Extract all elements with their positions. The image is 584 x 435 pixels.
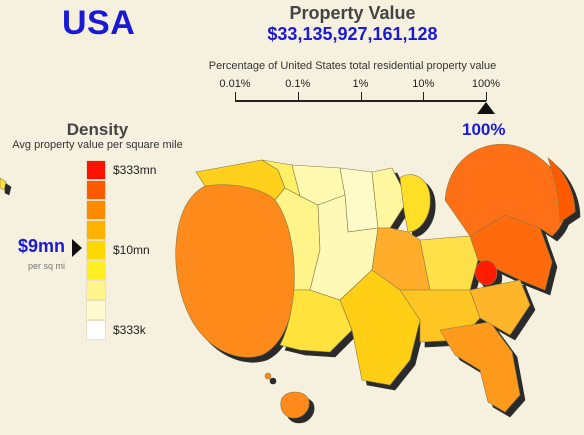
map-region-alaska xyxy=(0,177,7,191)
density-swatch xyxy=(86,180,106,200)
map-region-hawaii-islet xyxy=(264,372,272,380)
density-swatch xyxy=(86,160,106,180)
map-region-hawaii xyxy=(280,391,310,419)
region-title: USA xyxy=(62,4,136,42)
density-label-bottom: $333k xyxy=(113,323,146,337)
percentage-tick-label: 0.1% xyxy=(285,78,311,90)
percentage-scale-caption: Percentage of United States total reside… xyxy=(208,60,497,72)
density-swatch xyxy=(86,300,106,320)
map-region-michigan xyxy=(399,174,431,233)
density-label-top: $333mn xyxy=(113,163,157,177)
density-swatch xyxy=(86,280,106,300)
density-swatch xyxy=(86,240,106,260)
percentage-tick-label: 10% xyxy=(412,78,435,90)
map-region-new-england-coast xyxy=(547,157,576,223)
density-swatch xyxy=(86,220,106,240)
map-region-west-coast xyxy=(175,183,295,358)
density-marker-icon[interactable] xyxy=(72,239,82,257)
percentage-tick-label: 0.01% xyxy=(219,78,251,90)
density-swatch xyxy=(86,200,106,220)
percentage-tick-label: 100% xyxy=(471,78,501,90)
map-region-nyc xyxy=(474,260,498,286)
map-region-southeast xyxy=(469,279,531,336)
percentage-tick xyxy=(360,92,362,101)
density-marker-value: $9mn xyxy=(18,236,66,256)
density-legend xyxy=(86,160,106,342)
map-region-minnesota xyxy=(371,167,409,229)
map-region-florida xyxy=(439,321,521,413)
density-swatch xyxy=(86,320,106,340)
map-region-ohio-valley xyxy=(419,235,479,291)
property-value-total: $33,135,927,161,128 xyxy=(267,24,438,44)
percentage-scale-line xyxy=(235,100,486,102)
percentage-tick xyxy=(235,92,236,101)
percentage-tick xyxy=(423,92,425,101)
percentage-tick-label: 1% xyxy=(352,78,369,90)
percentage-tick xyxy=(297,92,299,101)
density-marker-unit: per sq mi xyxy=(28,261,66,271)
map-region-northeast xyxy=(444,143,567,237)
percentage-scale[interactable]: 0.01% 0.1% 1% 10% 100% xyxy=(219,78,505,124)
density-swatch xyxy=(86,260,106,280)
density-label-middle: $10mn xyxy=(113,243,150,257)
percentage-selected-value: 100% xyxy=(462,120,506,139)
density-title: Density xyxy=(66,120,129,139)
property-value-title: Property Value xyxy=(289,3,416,23)
density-subtitle: Avg property value per square mile xyxy=(12,139,183,151)
percentage-marker-icon[interactable] xyxy=(477,102,495,114)
percentage-tick xyxy=(486,92,487,101)
